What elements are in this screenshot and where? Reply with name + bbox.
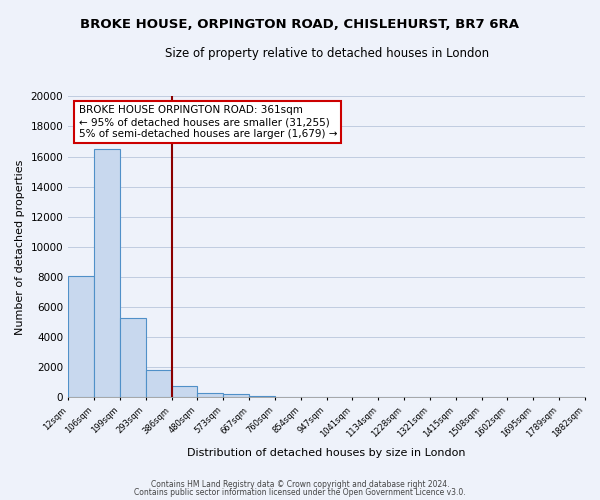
Text: Contains HM Land Registry data © Crown copyright and database right 2024.: Contains HM Land Registry data © Crown c… (151, 480, 449, 489)
Text: Contains public sector information licensed under the Open Government Licence v3: Contains public sector information licen… (134, 488, 466, 497)
Title: Size of property relative to detached houses in London: Size of property relative to detached ho… (164, 48, 488, 60)
Bar (172, 386, 197, 398)
Y-axis label: Number of detached properties: Number of detached properties (15, 160, 25, 334)
Bar (197, 392, 223, 398)
X-axis label: Distribution of detached houses by size in London: Distribution of detached houses by size … (187, 448, 466, 458)
Bar (68, 276, 94, 398)
Bar (120, 318, 146, 398)
Bar (94, 149, 120, 398)
Text: BROKE HOUSE ORPINGTON ROAD: 361sqm
← 95% of detached houses are smaller (31,255): BROKE HOUSE ORPINGTON ROAD: 361sqm ← 95%… (79, 106, 337, 138)
Bar (146, 370, 172, 398)
Bar (223, 394, 249, 398)
Bar (249, 396, 275, 398)
Text: BROKE HOUSE, ORPINGTON ROAD, CHISLEHURST, BR7 6RA: BROKE HOUSE, ORPINGTON ROAD, CHISLEHURST… (80, 18, 520, 30)
